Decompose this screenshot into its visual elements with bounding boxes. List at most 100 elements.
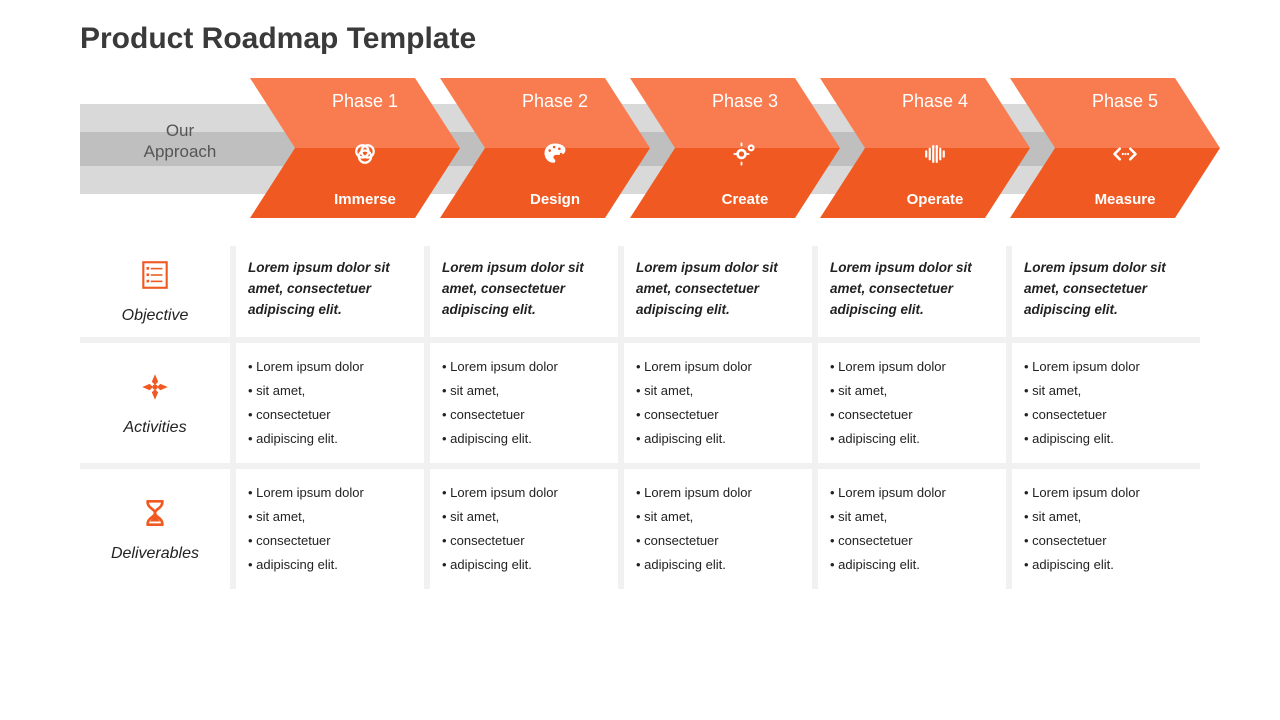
phase-top-label: Phase 2: [485, 91, 625, 112]
list-item: sit amet,: [248, 505, 412, 529]
list-item: Lorem ipsum dolor: [248, 355, 412, 379]
list-item: Lorem ipsum dolor: [442, 355, 606, 379]
list-item: adipiscing elit.: [248, 553, 412, 577]
venn-icon: [295, 140, 435, 173]
list-item: consectetuer: [636, 403, 800, 427]
list-item: Lorem ipsum dolor: [248, 481, 412, 505]
list-item: consectetuer: [636, 529, 800, 553]
grid-cell: Lorem ipsum dolor sit amet, consectetuer…: [1012, 246, 1200, 337]
list-item: adipiscing elit.: [248, 427, 412, 451]
list-item: adipiscing elit.: [1024, 553, 1188, 577]
list-item: Lorem ipsum dolor: [636, 481, 800, 505]
list-item: consectetuer: [830, 403, 994, 427]
grid-cell: Lorem ipsum dolor sit amet, consectetuer…: [624, 246, 812, 337]
phase-bottom-label: Immerse: [295, 191, 435, 208]
objective-text: Lorem ipsum dolor sit amet, consectetuer…: [636, 258, 800, 321]
list-item: consectetuer: [1024, 403, 1188, 427]
list-item: consectetuer: [248, 529, 412, 553]
list-item: Lorem ipsum dolor: [1024, 355, 1188, 379]
grid-cell: Lorem ipsum dolorsit amet,consectetuerad…: [818, 343, 1006, 463]
gears-icon: [675, 140, 815, 173]
bullet-list: Lorem ipsum dolorsit amet,consectetuerad…: [636, 355, 800, 451]
list-item: Lorem ipsum dolor: [442, 481, 606, 505]
phase-bottom-label: Operate: [865, 191, 1005, 208]
objective-text: Lorem ipsum dolor sit amet, consectetuer…: [1024, 258, 1188, 321]
list-item: consectetuer: [830, 529, 994, 553]
row-label: Activities: [123, 419, 186, 437]
objective-text: Lorem ipsum dolor sit amet, consectetuer…: [248, 258, 412, 321]
grid-cell: Lorem ipsum dolorsit amet,consectetuerad…: [236, 343, 424, 463]
grid-cell: Lorem ipsum dolor sit amet, consectetuer…: [818, 246, 1006, 337]
code-icon: [1055, 140, 1195, 173]
palette-icon: [485, 140, 625, 173]
list-item: consectetuer: [1024, 529, 1188, 553]
grid-cell: Lorem ipsum dolorsit amet,consectetuerad…: [624, 343, 812, 463]
bullet-list: Lorem ipsum dolorsit amet,consectetuerad…: [1024, 481, 1188, 577]
checklist-icon: [138, 258, 172, 297]
bullet-list: Lorem ipsum dolorsit amet,consectetuerad…: [442, 481, 606, 577]
list-item: sit amet,: [830, 379, 994, 403]
grid-cell: Lorem ipsum dolorsit amet,consectetuerad…: [430, 469, 618, 589]
list-item: sit amet,: [442, 505, 606, 529]
grid-cell: Lorem ipsum dolorsit amet,consectetuerad…: [236, 469, 424, 589]
page-title: Product Roadmap Template: [0, 0, 1280, 56]
list-item: consectetuer: [248, 403, 412, 427]
phase-arrow-1: Phase 1 Immerse: [250, 78, 460, 218]
objective-text: Lorem ipsum dolor sit amet, consectetuer…: [830, 258, 994, 321]
phase-top-label: Phase 5: [1055, 91, 1195, 112]
list-item: adipiscing elit.: [830, 553, 994, 577]
list-item: sit amet,: [1024, 379, 1188, 403]
list-item: Lorem ipsum dolor: [830, 481, 994, 505]
grid-cell: Lorem ipsum dolor sit amet, consectetuer…: [430, 246, 618, 337]
bullet-list: Lorem ipsum dolorsit amet,consectetuerad…: [636, 481, 800, 577]
bullet-list: Lorem ipsum dolorsit amet,consectetuerad…: [248, 481, 412, 577]
list-item: sit amet,: [830, 505, 994, 529]
list-item: adipiscing elit.: [442, 427, 606, 451]
list-item: Lorem ipsum dolor: [830, 355, 994, 379]
sound-icon: [865, 140, 1005, 173]
bullet-list: Lorem ipsum dolorsit amet,consectetuerad…: [1024, 355, 1188, 451]
list-item: sit amet,: [248, 379, 412, 403]
phase-top-label: Phase 4: [865, 91, 1005, 112]
phase-arrow-3: Phase 3 Create: [630, 78, 840, 218]
bullet-list: Lorem ipsum dolorsit amet,consectetuerad…: [248, 355, 412, 451]
row-header-activities: Activities: [80, 343, 230, 463]
list-item: sit amet,: [442, 379, 606, 403]
list-item: adipiscing elit.: [636, 553, 800, 577]
grid-cell: Lorem ipsum dolorsit amet,consectetuerad…: [818, 469, 1006, 589]
grid-cell: Lorem ipsum dolorsit amet,consectetuerad…: [430, 343, 618, 463]
phase-top-label: Phase 3: [675, 91, 815, 112]
grid-cell: Lorem ipsum dolor sit amet, consectetuer…: [236, 246, 424, 337]
list-item: sit amet,: [636, 505, 800, 529]
bullet-list: Lorem ipsum dolorsit amet,consectetuerad…: [830, 481, 994, 577]
list-item: consectetuer: [442, 529, 606, 553]
approach-label: OurApproach: [135, 120, 225, 163]
phase-arrow-5: Phase 5 Measure: [1010, 78, 1220, 218]
phase-bottom-label: Design: [485, 191, 625, 208]
hourglass-icon: [138, 496, 172, 535]
list-item: Lorem ipsum dolor: [1024, 481, 1188, 505]
list-item: sit amet,: [1024, 505, 1188, 529]
hands-icon: [138, 370, 172, 409]
phase-bottom-label: Measure: [1055, 191, 1195, 208]
row-header-objective: Objective: [80, 246, 230, 337]
list-item: adipiscing elit.: [830, 427, 994, 451]
row-label: Deliverables: [111, 545, 199, 563]
phase-arrow-2: Phase 2 Design: [440, 78, 650, 218]
phase-arrow-band: OurApproach Phase 1 Immerse Phase 2 Desi…: [80, 78, 1200, 218]
grid-cell: Lorem ipsum dolorsit amet,consectetuerad…: [1012, 469, 1200, 589]
objective-text: Lorem ipsum dolor sit amet, consectetuer…: [442, 258, 606, 321]
roadmap-grid: Objective Lorem ipsum dolor sit amet, con…: [80, 246, 1200, 589]
phase-arrow-4: Phase 4 Operate: [820, 78, 1030, 218]
list-item: consectetuer: [442, 403, 606, 427]
list-item: Lorem ipsum dolor: [636, 355, 800, 379]
grid-cell: Lorem ipsum dolorsit amet,consectetuerad…: [1012, 343, 1200, 463]
phase-top-label: Phase 1: [295, 91, 435, 112]
list-item: sit amet,: [636, 379, 800, 403]
bullet-list: Lorem ipsum dolorsit amet,consectetuerad…: [830, 355, 994, 451]
list-item: adipiscing elit.: [636, 427, 800, 451]
bullet-list: Lorem ipsum dolorsit amet,consectetuerad…: [442, 355, 606, 451]
grid-cell: Lorem ipsum dolorsit amet,consectetuerad…: [624, 469, 812, 589]
list-item: adipiscing elit.: [442, 553, 606, 577]
row-header-deliverables: Deliverables: [80, 469, 230, 589]
